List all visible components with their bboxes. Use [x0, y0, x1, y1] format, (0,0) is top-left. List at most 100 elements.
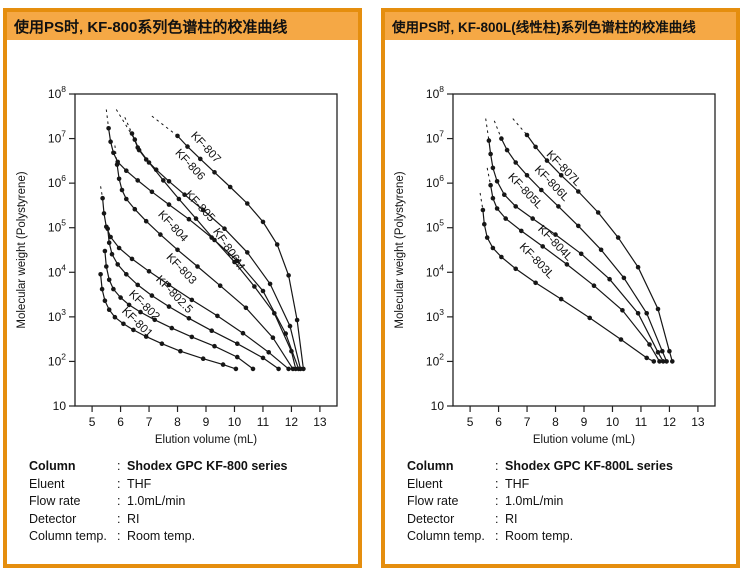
data-point	[635, 264, 640, 270]
spec-colon: :	[117, 494, 121, 508]
spec-row: Flow rate:1.0mL/min	[407, 493, 736, 511]
chart-area: 10 102 103 104 105 106 107 108 5 6 7 8 9 10 11 12 13 Elut…	[9, 46, 357, 450]
x-tick-label: 6	[117, 415, 124, 429]
spec-value: 1.0mL/min	[505, 494, 564, 508]
curve-dashed-extension	[493, 120, 502, 139]
x-tick-label: 13	[691, 415, 705, 429]
data-point	[189, 297, 194, 303]
data-point	[97, 272, 103, 277]
data-point	[181, 192, 187, 197]
spec-colon: :	[117, 511, 121, 526]
data-point	[176, 196, 181, 202]
data-point	[208, 328, 214, 334]
spec-table: Column: Shodex GPC KF-800 series Eluent: TH…	[29, 458, 358, 546]
data-point	[99, 195, 105, 201]
data-point	[106, 307, 111, 313]
x-tick-label: 11	[256, 415, 269, 429]
data-point	[137, 309, 143, 315]
calibration-curve	[489, 185, 660, 362]
data-point	[123, 272, 129, 277]
spec-value: RI	[127, 511, 140, 526]
data-point	[558, 296, 563, 302]
data-point	[260, 355, 265, 361]
spec-value: Shodex GPC KF-800L series	[505, 459, 673, 473]
x-axis-title: Elution volume (mL)	[154, 434, 256, 446]
x-tick-label: 12	[662, 415, 676, 429]
spec-colon: :	[495, 459, 499, 473]
data-point	[117, 295, 123, 300]
spec-colon: :	[495, 529, 499, 543]
y-tick-label: 108	[47, 84, 65, 101]
data-point	[250, 366, 255, 372]
x-tick-label: 5	[88, 415, 95, 429]
data-point	[484, 235, 489, 240]
data-point	[552, 232, 558, 237]
data-point	[558, 173, 563, 178]
data-point	[288, 348, 294, 354]
data-point	[663, 359, 669, 364]
data-point	[646, 342, 652, 347]
data-point	[285, 366, 291, 372]
curve-dashed-extension	[105, 109, 109, 129]
data-point	[105, 126, 111, 131]
data-point	[643, 355, 649, 361]
data-point	[243, 305, 248, 311]
spec-colon: :	[117, 529, 121, 543]
data-point	[217, 283, 222, 288]
panel-title-banner: 使用PS时, KF-800系列色谱柱的校准曲线	[7, 12, 358, 40]
data-point	[595, 210, 600, 215]
x-tick-label: 7	[523, 415, 530, 429]
data-point	[166, 179, 171, 184]
spec-table: Column: Shodex GPC KF-800L series Eluent: T…	[407, 458, 736, 546]
data-point	[267, 281, 272, 287]
data-point	[285, 273, 291, 278]
data-point	[112, 314, 117, 320]
data-point	[211, 343, 217, 349]
x-tick-label: 10	[605, 415, 619, 429]
spec-label: Flow rate	[407, 494, 459, 508]
data-point	[669, 359, 675, 364]
data-point	[490, 165, 495, 171]
y-tick-label: 104	[425, 262, 443, 279]
data-point	[214, 313, 220, 319]
data-point	[134, 282, 140, 288]
chart-area: 10 102 103 104 105 106 107 108 5 6 7 8 9 10 11 12 13 Elut…	[387, 46, 735, 450]
data-point	[539, 244, 545, 249]
data-point	[598, 247, 603, 253]
x-tick-label: 6	[495, 415, 502, 429]
data-point	[143, 218, 148, 224]
data-point	[529, 216, 535, 221]
data-point	[211, 237, 217, 243]
data-point	[126, 302, 131, 308]
spec-label: Eluent	[407, 476, 443, 491]
spec-value: 1.0mL/min	[127, 494, 186, 508]
data-point	[564, 262, 569, 267]
data-point	[270, 335, 275, 341]
data-point	[251, 284, 257, 289]
y-tick-label: 106	[425, 173, 443, 190]
y-tick-label: 108	[425, 84, 443, 101]
panel-title-banner: 使用PS时, KF-800L(线性柱)系列色谱柱的校准曲线	[385, 12, 736, 40]
data-point	[490, 195, 495, 201]
data-point	[107, 234, 113, 240]
data-point	[656, 359, 662, 364]
x-tick-label: 8	[552, 415, 559, 429]
calibration-chart-kf800: 10 102 103 104 105 106 107 108 5 6 7 8 9 10 11 12 13 Elut…	[16, 84, 338, 446]
data-point	[107, 139, 113, 144]
spec-value: RI	[505, 511, 518, 526]
data-point	[166, 282, 171, 288]
data-point	[481, 221, 487, 227]
data-point	[197, 156, 203, 162]
data-point	[575, 189, 581, 194]
data-point	[116, 245, 121, 251]
data-point	[538, 187, 544, 193]
y-tick-label: 103	[425, 307, 443, 324]
panel-title: 使用PS时, KF-800L(线性柱)系列色谱柱的校准曲线	[392, 20, 696, 35]
y-tick-label: 10	[52, 399, 66, 413]
spec-colon: :	[495, 494, 499, 508]
x-tick-label: 8	[174, 415, 181, 429]
data-point	[651, 359, 656, 364]
data-point	[618, 337, 623, 342]
data-point	[220, 362, 225, 367]
